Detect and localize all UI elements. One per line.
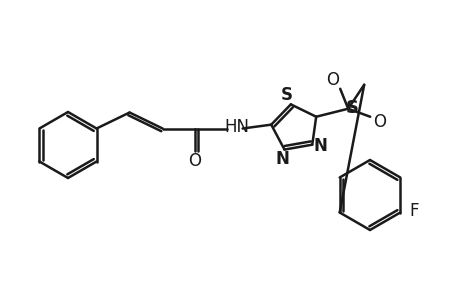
Text: O: O bbox=[372, 113, 385, 131]
Text: F: F bbox=[409, 202, 418, 220]
Text: HN: HN bbox=[224, 118, 248, 136]
Text: N: N bbox=[275, 150, 289, 168]
Text: S: S bbox=[280, 86, 292, 104]
Text: O: O bbox=[188, 152, 201, 169]
Text: S: S bbox=[345, 99, 358, 117]
Text: N: N bbox=[313, 137, 326, 155]
Text: O: O bbox=[325, 71, 338, 89]
